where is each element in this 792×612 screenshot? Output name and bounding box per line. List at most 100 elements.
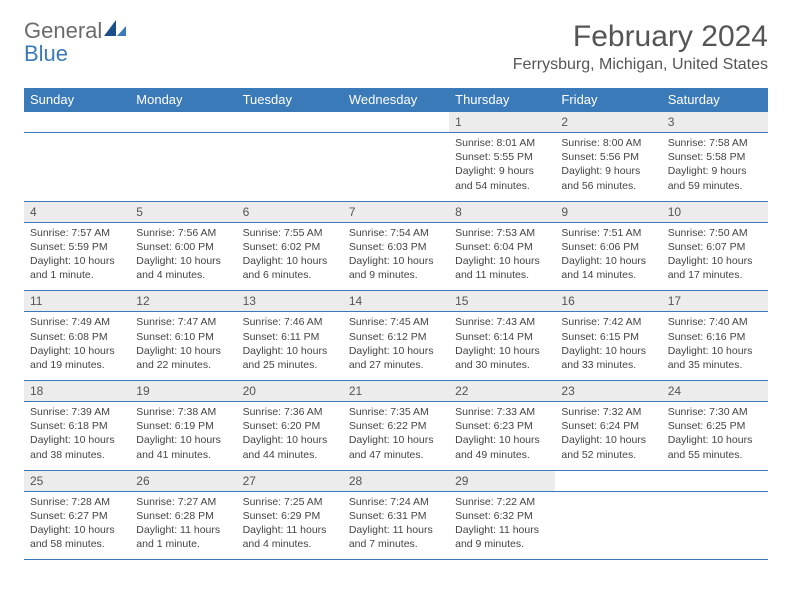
day-content: Sunrise: 7:35 AMSunset: 6:22 PMDaylight:… xyxy=(343,402,449,470)
day-content xyxy=(662,492,768,550)
sunrise-text: Sunrise: 7:45 AM xyxy=(349,315,443,329)
sunrise-text: Sunrise: 7:27 AM xyxy=(136,495,230,509)
sunset-text: Sunset: 6:10 PM xyxy=(136,330,230,344)
day-cell-content xyxy=(555,491,661,560)
day-content: Sunrise: 7:50 AMSunset: 6:07 PMDaylight:… xyxy=(662,223,768,291)
day-content: Sunrise: 7:27 AMSunset: 6:28 PMDaylight:… xyxy=(130,492,236,560)
day-cell-number: 24 xyxy=(662,381,768,402)
day-content: Sunrise: 7:53 AMSunset: 6:04 PMDaylight:… xyxy=(449,223,555,291)
day-content xyxy=(24,133,130,191)
day-number: 16 xyxy=(555,291,661,311)
daylight-text: Daylight: 10 hours and 38 minutes. xyxy=(30,433,124,461)
sunset-text: Sunset: 6:04 PM xyxy=(455,240,549,254)
day-number xyxy=(662,471,768,491)
sunset-text: Sunset: 6:02 PM xyxy=(243,240,337,254)
day-number: 12 xyxy=(130,291,236,311)
daylight-text: Daylight: 10 hours and 52 minutes. xyxy=(561,433,655,461)
day-cell-content: Sunrise: 7:47 AMSunset: 6:10 PMDaylight:… xyxy=(130,312,236,381)
day-content: Sunrise: 8:00 AMSunset: 5:56 PMDaylight:… xyxy=(555,133,661,201)
day-cell-number: 21 xyxy=(343,381,449,402)
day-cell-content: Sunrise: 8:00 AMSunset: 5:56 PMDaylight:… xyxy=(555,133,661,202)
day-number: 5 xyxy=(130,202,236,222)
day-number xyxy=(24,112,130,132)
day-cell-number: 10 xyxy=(662,201,768,222)
daycontent-row: Sunrise: 7:39 AMSunset: 6:18 PMDaylight:… xyxy=(24,402,768,471)
daylight-text: Daylight: 10 hours and 22 minutes. xyxy=(136,344,230,372)
day-cell-number: 29 xyxy=(449,470,555,491)
day-number: 1 xyxy=(449,112,555,132)
sunrise-text: Sunrise: 7:42 AM xyxy=(561,315,655,329)
logo-sail-icon xyxy=(104,20,126,43)
day-cell-content: Sunrise: 7:55 AMSunset: 6:02 PMDaylight:… xyxy=(237,222,343,291)
day-cell-content: Sunrise: 7:35 AMSunset: 6:22 PMDaylight:… xyxy=(343,402,449,471)
sunset-text: Sunset: 6:24 PM xyxy=(561,419,655,433)
day-cell-number: 22 xyxy=(449,381,555,402)
weekday-header: Saturday xyxy=(662,88,768,112)
day-cell-number: 3 xyxy=(662,112,768,133)
day-cell-content: Sunrise: 7:38 AMSunset: 6:19 PMDaylight:… xyxy=(130,402,236,471)
daynum-row: 11121314151617 xyxy=(24,291,768,312)
day-cell-number: 13 xyxy=(237,291,343,312)
sunrise-text: Sunrise: 7:40 AM xyxy=(668,315,762,329)
day-cell-content: Sunrise: 7:49 AMSunset: 6:08 PMDaylight:… xyxy=(24,312,130,381)
day-cell-number: 16 xyxy=(555,291,661,312)
daynum-row: 18192021222324 xyxy=(24,381,768,402)
weekday-header: Wednesday xyxy=(343,88,449,112)
day-content xyxy=(343,133,449,191)
daylight-text: Daylight: 10 hours and 17 minutes. xyxy=(668,254,762,282)
day-cell-number: 23 xyxy=(555,381,661,402)
sunset-text: Sunset: 6:08 PM xyxy=(30,330,124,344)
day-cell-number: 14 xyxy=(343,291,449,312)
day-cell-content xyxy=(237,133,343,202)
day-cell-content xyxy=(130,133,236,202)
sunset-text: Sunset: 6:12 PM xyxy=(349,330,443,344)
day-number: 18 xyxy=(24,381,130,401)
daylight-text: Daylight: 10 hours and 44 minutes. xyxy=(243,433,337,461)
day-content: Sunrise: 7:55 AMSunset: 6:02 PMDaylight:… xyxy=(237,223,343,291)
sunset-text: Sunset: 6:00 PM xyxy=(136,240,230,254)
daylight-text: Daylight: 10 hours and 25 minutes. xyxy=(243,344,337,372)
daylight-text: Daylight: 10 hours and 47 minutes. xyxy=(349,433,443,461)
sunset-text: Sunset: 6:22 PM xyxy=(349,419,443,433)
sunrise-text: Sunrise: 7:49 AM xyxy=(30,315,124,329)
sunrise-text: Sunrise: 7:55 AM xyxy=(243,226,337,240)
day-cell-number: 7 xyxy=(343,201,449,222)
sunset-text: Sunset: 6:19 PM xyxy=(136,419,230,433)
day-number xyxy=(237,112,343,132)
day-content: Sunrise: 7:57 AMSunset: 5:59 PMDaylight:… xyxy=(24,223,130,291)
daylight-text: Daylight: 10 hours and 9 minutes. xyxy=(349,254,443,282)
day-content: Sunrise: 7:28 AMSunset: 6:27 PMDaylight:… xyxy=(24,492,130,560)
day-content: Sunrise: 7:49 AMSunset: 6:08 PMDaylight:… xyxy=(24,312,130,380)
calendar-table: Sunday Monday Tuesday Wednesday Thursday… xyxy=(24,88,768,560)
day-number: 26 xyxy=(130,471,236,491)
day-number: 17 xyxy=(662,291,768,311)
day-content: Sunrise: 7:36 AMSunset: 6:20 PMDaylight:… xyxy=(237,402,343,470)
sunrise-text: Sunrise: 7:39 AM xyxy=(30,405,124,419)
day-cell-content: Sunrise: 7:54 AMSunset: 6:03 PMDaylight:… xyxy=(343,222,449,291)
day-cell-content: Sunrise: 7:45 AMSunset: 6:12 PMDaylight:… xyxy=(343,312,449,381)
sunset-text: Sunset: 6:27 PM xyxy=(30,509,124,523)
day-cell-number: 25 xyxy=(24,470,130,491)
sunrise-text: Sunrise: 7:47 AM xyxy=(136,315,230,329)
day-number: 27 xyxy=(237,471,343,491)
title-block: February 2024 Ferrysburg, Michigan, Unit… xyxy=(513,20,768,74)
day-cell-number: 20 xyxy=(237,381,343,402)
daycontent-row: Sunrise: 8:01 AMSunset: 5:55 PMDaylight:… xyxy=(24,133,768,202)
day-number: 23 xyxy=(555,381,661,401)
sunset-text: Sunset: 6:29 PM xyxy=(243,509,337,523)
day-cell-number: 26 xyxy=(130,470,236,491)
day-content: Sunrise: 7:47 AMSunset: 6:10 PMDaylight:… xyxy=(130,312,236,380)
day-cell-number: 28 xyxy=(343,470,449,491)
day-cell-number xyxy=(343,112,449,133)
sunset-text: Sunset: 6:06 PM xyxy=(561,240,655,254)
day-cell-content: Sunrise: 7:53 AMSunset: 6:04 PMDaylight:… xyxy=(449,222,555,291)
sunset-text: Sunset: 6:03 PM xyxy=(349,240,443,254)
day-cell-number: 15 xyxy=(449,291,555,312)
daylight-text: Daylight: 10 hours and 49 minutes. xyxy=(455,433,549,461)
sunset-text: Sunset: 6:14 PM xyxy=(455,330,549,344)
day-cell-number: 9 xyxy=(555,201,661,222)
day-content: Sunrise: 7:25 AMSunset: 6:29 PMDaylight:… xyxy=(237,492,343,560)
day-number: 3 xyxy=(662,112,768,132)
day-number: 9 xyxy=(555,202,661,222)
day-cell-number xyxy=(662,470,768,491)
